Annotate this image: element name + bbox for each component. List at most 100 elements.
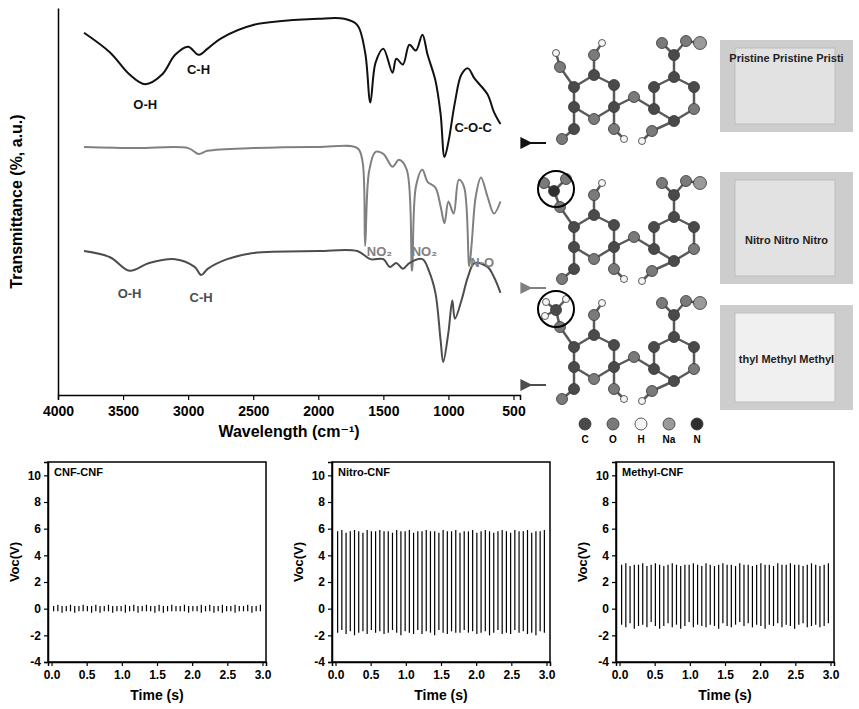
voltage-y-tick-mark <box>44 609 48 610</box>
band-annotation: O-H <box>133 97 157 112</box>
time-x-tick: 2.0 <box>468 662 485 682</box>
voltage-spike <box>697 565 698 625</box>
atom <box>609 220 620 231</box>
voltage-spike <box>493 533 494 633</box>
voltage-spike <box>506 531 507 632</box>
atom <box>669 50 680 61</box>
voltage-spike <box>337 531 338 632</box>
time-x-tick-mark <box>192 662 193 666</box>
band-annotation: O-H <box>118 286 142 301</box>
spectra <box>84 18 500 362</box>
x-axis-title: Wavelength (cm⁻¹) <box>218 423 359 440</box>
voltage-y-tick-mark <box>612 555 616 556</box>
spectrum-x-tick: 1000 <box>433 395 464 419</box>
film-photo: Pristine Pristine Pristi <box>720 40 853 132</box>
voltage-spike <box>659 565 660 629</box>
voltage-y-tick-mark <box>328 555 332 556</box>
time-x-tick-label: 1.5 <box>149 668 166 682</box>
atom <box>609 80 620 91</box>
voltage-spikes <box>338 530 545 635</box>
voltage-spike <box>777 563 778 623</box>
voltage-spike <box>544 530 545 633</box>
voltage-spike <box>540 531 541 631</box>
time-x-tick-label: 0.5 <box>647 668 664 682</box>
spectrum-x-tick-mark <box>448 395 449 400</box>
atom <box>589 210 600 221</box>
time-x-tick-label: 1.0 <box>398 668 415 682</box>
spectrum-x-tick-label: 500 <box>502 403 526 419</box>
voltage-spikes <box>622 563 829 628</box>
film <box>735 180 835 276</box>
element-label: C <box>581 434 588 445</box>
voltage-y-tick-mark <box>328 635 332 636</box>
voltage-spike <box>655 563 656 626</box>
time-x-tick-mark <box>795 662 796 666</box>
photo-background <box>720 172 853 284</box>
voltage-y-tick-mark <box>612 635 616 636</box>
atom <box>569 124 580 135</box>
figure: 4000350030002500200015001000500O-HC-HC-O… <box>0 0 859 709</box>
band-annotation: NO₂ <box>412 244 438 259</box>
film-label: Pristine Pristine Pristi <box>729 52 843 64</box>
time-x-axis-line <box>333 663 551 667</box>
voltage-spike <box>502 530 503 634</box>
voltage-spike <box>383 531 384 634</box>
element-label: N <box>693 434 700 445</box>
film-photo: thyl Methyl Methyl <box>720 305 853 410</box>
spectrum-x-tick-label: 1000 <box>433 403 464 419</box>
time-x-tick: 0.5 <box>79 662 96 682</box>
time-x-tick-label: 0.0 <box>328 668 345 682</box>
voltage-spike <box>251 606 252 613</box>
time-x-tick-mark <box>406 662 407 666</box>
time-x-tick: 0.0 <box>612 662 629 682</box>
voltage-spike <box>367 530 368 634</box>
voltage-y-tick: 6 <box>602 522 616 536</box>
atom <box>649 104 660 115</box>
time-x-axis: 0.00.51.01.52.02.53.0 <box>44 662 272 682</box>
voltage-y-tick-mark <box>44 635 48 636</box>
time-x-tick-mark <box>476 662 477 666</box>
time-x-tick-mark <box>335 662 336 666</box>
molecule <box>553 36 707 145</box>
voltage-y-tick-label: 4 <box>34 549 41 563</box>
voltage-panel: 0.00.51.01.52.02.53.0-4-20246810Methyl-C… <box>575 462 840 703</box>
voltage-spike <box>764 565 765 629</box>
element-swatch <box>607 418 619 430</box>
atom <box>647 126 658 137</box>
atom <box>694 37 707 50</box>
voltage-spike <box>184 605 185 612</box>
time-x-tick: 3.0 <box>539 662 556 682</box>
voltage-spike <box>739 563 740 622</box>
atom <box>621 396 628 403</box>
atom <box>669 212 680 223</box>
voltage-spike <box>531 533 532 633</box>
y-axis-title: Voc(V) <box>291 542 306 582</box>
voltage-spike <box>234 605 235 613</box>
spectrum-x-tick: 3000 <box>173 395 204 419</box>
voltage-spike <box>375 531 376 632</box>
time-x-tick: 0.0 <box>328 662 345 682</box>
atom <box>569 342 580 353</box>
time-x-tick-label: 0.5 <box>79 668 96 682</box>
element-label: Na <box>663 434 676 445</box>
voltage-spike <box>672 563 673 627</box>
atom <box>639 398 646 405</box>
x-axis-title: Time (s) <box>130 687 183 703</box>
time-x-tick: 3.0 <box>823 662 840 682</box>
voltage-spike <box>752 566 753 627</box>
voltage-y-tick-mark <box>328 609 332 610</box>
voltage-y-tick: 2 <box>318 575 332 589</box>
film-label: Nitro Nitro Nitro <box>745 234 828 246</box>
voltage-spike <box>205 606 206 611</box>
voltage-spike <box>146 605 147 612</box>
voltage-spike <box>417 531 418 630</box>
atom <box>599 300 606 307</box>
voltage-spike <box>680 566 681 629</box>
plot-frame <box>332 462 550 662</box>
voltage-spike <box>345 533 346 634</box>
atom <box>589 310 600 321</box>
voltage-spike <box>70 605 71 612</box>
voltage-spike <box>476 533 477 634</box>
panel-title: Nitro-CNF <box>338 466 390 478</box>
atom <box>569 82 580 93</box>
